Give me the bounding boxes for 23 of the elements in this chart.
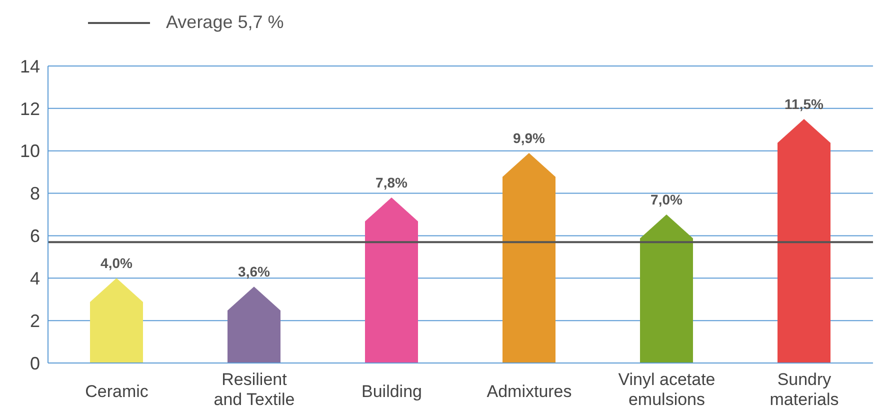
x-tick-label: Building xyxy=(362,382,422,401)
y-tick-label: 4 xyxy=(30,268,40,289)
y-tick-label: 0 xyxy=(30,353,40,374)
y-tick-label: 6 xyxy=(30,226,40,246)
data-label: 7,0% xyxy=(650,192,683,208)
y-tick-label: 12 xyxy=(20,98,40,119)
x-tick-label: Sundry materials xyxy=(770,370,839,409)
legend-label: Average 5,7 % xyxy=(166,12,284,33)
data-label: 9,9% xyxy=(513,130,546,146)
y-tick-label: 10 xyxy=(20,141,40,162)
y-tick-label: 8 xyxy=(30,184,40,204)
bar xyxy=(778,119,830,363)
x-tick-label: Resilient and Textile xyxy=(214,370,295,409)
data-label: 7,8% xyxy=(376,174,408,191)
data-label: 3,6% xyxy=(238,264,270,280)
x-tick-label: Admixtures xyxy=(486,382,572,401)
x-tick-label: Vinyl acetate emulsions xyxy=(618,370,716,409)
bar xyxy=(502,152,556,363)
y-tick-label: 2 xyxy=(30,310,40,331)
data-label: 4,0% xyxy=(100,255,133,272)
x-tick-label: Ceramic xyxy=(85,382,149,401)
y-tick-label: 14 xyxy=(20,56,40,76)
data-label: 11,5% xyxy=(784,96,824,112)
